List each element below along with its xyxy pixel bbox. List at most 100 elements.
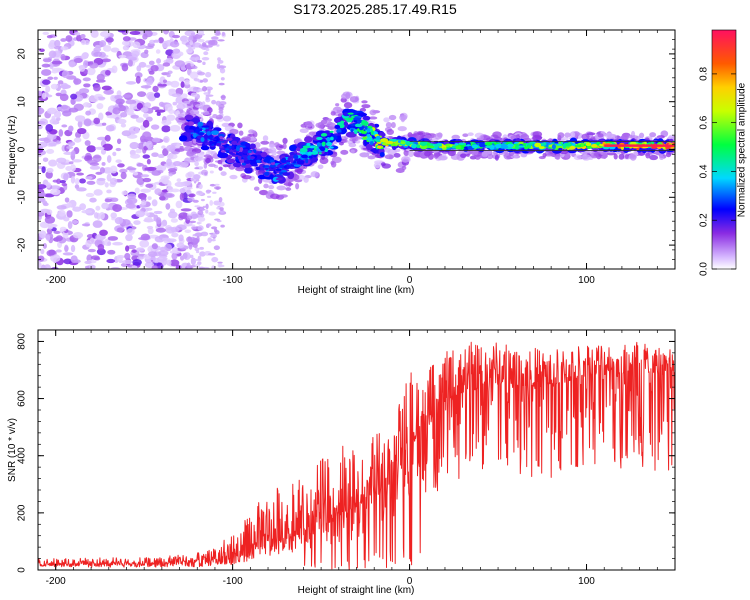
spectrogram-noise-blob — [220, 77, 225, 81]
spectrogram-halo-blob — [229, 128, 239, 135]
spectrogram-noise-blob — [144, 261, 155, 268]
spectrogram-ridge-base — [379, 151, 385, 157]
spectrogram-noise-blob — [209, 200, 214, 206]
spectrogram-noise-blob — [45, 234, 51, 242]
spectrogram-noise-blob — [121, 190, 128, 196]
spectrogram-noise-blob — [125, 234, 133, 242]
spectrogram-noise-blob — [220, 94, 226, 101]
spectrogram-noise-blob — [64, 197, 70, 203]
spectrogram-noise-blob — [126, 107, 134, 116]
spectrogram-ridge-core — [484, 141, 493, 146]
spectrogram-noise-blob — [45, 182, 51, 189]
spectrogram-halo-blob — [573, 154, 582, 161]
spectrogram-noise-blob — [126, 167, 137, 171]
spectrogram-ridge-base — [260, 151, 268, 158]
spectrogram-noise-blob — [139, 239, 150, 248]
spectrogram-noise-blob — [99, 40, 107, 48]
spectrogram-halo-blob — [330, 160, 335, 166]
spectrogram-noise-blob — [66, 202, 72, 208]
spectrogram-noise-blob — [207, 237, 212, 244]
spectrogram-noise-blob — [68, 161, 74, 165]
spectrogram-halo-blob — [349, 96, 359, 103]
spectrogram-noise-blob — [99, 211, 105, 220]
spectrogram-noise-blob — [185, 186, 193, 190]
spectrogram-noise-blob — [192, 86, 198, 93]
spectrogram-noise-blob — [215, 100, 222, 106]
spectrogram-ridge-base — [200, 145, 210, 151]
spectrogram-noise-blob — [165, 203, 171, 210]
spectrogram-halo-blob — [447, 149, 456, 157]
spectrogram-halo-blob — [613, 153, 618, 160]
spectrogram-halo-blob — [403, 149, 410, 157]
spectrogram-ridge-core — [437, 143, 442, 147]
spectrogram-noise-blob — [147, 93, 156, 102]
spectrogram-halo-blob — [238, 130, 244, 136]
spectrogram-noise-blob — [70, 255, 78, 264]
spectrogram-noise-blob — [50, 188, 61, 196]
spectrogram-halo-blob — [384, 147, 391, 153]
spectrogram-halo-blob — [195, 156, 205, 161]
spectrogram-noise-blob — [90, 255, 100, 260]
spectrogram-ridge-core — [523, 146, 531, 149]
spectrogram-noise-blob — [220, 224, 225, 228]
spectrogram-noise-blob — [89, 197, 97, 203]
spectrogram-halo-blob — [248, 129, 255, 134]
spectrogram-noise-blob — [220, 171, 227, 176]
spectrogram-ridge-core — [209, 138, 217, 141]
spectrogram-ridge-core — [283, 165, 287, 169]
spectrogram-ridge-core — [451, 145, 456, 149]
spectrogram-noise-blob — [164, 103, 173, 112]
spectrogram-noise-blob — [189, 57, 197, 61]
spectrogram-halo-blob — [393, 153, 401, 158]
spectrogram-noise-blob — [46, 133, 57, 140]
spectrogram-ridge-core — [201, 125, 210, 128]
spectrogram-noise-blob — [179, 187, 186, 194]
spectrogram-halo-blob — [467, 132, 474, 136]
spectrogram-ridge-core — [307, 148, 315, 151]
colorbar-axis: 0.0 0.2 0.4 0.6 0.8 — [699, 67, 736, 276]
spectrogram-noise-blob — [115, 159, 122, 164]
spectrogram-halo-blob — [199, 106, 207, 110]
chart-title: S173.2025.285.17.49.R15 — [293, 1, 457, 17]
spectrogram-noise-blob — [196, 59, 203, 63]
spectrogram-ridge-core — [370, 130, 374, 136]
spectrogram-noise-blob — [50, 254, 61, 263]
spectrogram-ridge-core — [441, 147, 447, 150]
spectrogram-noise-blob — [199, 246, 205, 250]
spectrogram-y-tick-label: 0 — [17, 146, 28, 152]
spectrogram-noise-blob — [131, 249, 137, 253]
spectrogram-noise-blob — [211, 256, 219, 263]
spectrogram-noise-blob — [104, 198, 113, 203]
spectrogram-noise-blob — [215, 30, 221, 36]
colorbar-tick-label: 0.0 — [699, 262, 710, 276]
spectrogram-ridge-base — [362, 115, 371, 121]
spectrogram-noise-blob — [84, 260, 92, 265]
spectrogram-noise-blob — [56, 205, 67, 210]
spectrogram-noise-blob — [218, 197, 223, 203]
spectrogram-halo-blob — [263, 183, 269, 189]
spectrogram-ridge-core — [316, 142, 321, 148]
spectrogram-x-tick-label: 0 — [407, 275, 413, 286]
spectrogram-noise-blob — [96, 103, 104, 110]
spectrogram-noise-blob — [136, 162, 144, 167]
spectrogram-noise-blob — [80, 34, 86, 39]
spectrogram-noise-blob — [40, 266, 48, 269]
spectrogram-ridge-core — [325, 141, 333, 147]
spectrogram-noise-blob — [83, 118, 92, 127]
spectrogram-noise-blob — [53, 110, 62, 118]
spectrogram-halo-blob — [618, 153, 625, 160]
spectrogram-ridge-base — [365, 143, 373, 151]
spectrogram-halo-blob — [348, 142, 357, 148]
spectrogram-noise-blob — [117, 30, 127, 33]
spectrogram-noise-blob — [45, 123, 54, 132]
spectrogram-noise-blob — [197, 210, 204, 216]
spectrogram-noise-blob — [116, 255, 125, 259]
spectrogram-noise-blob — [110, 94, 116, 102]
spectrogram-noise-blob — [114, 216, 124, 225]
spectrogram-noise-blob — [201, 42, 207, 47]
spectrogram-ridge-core — [321, 132, 328, 137]
spectrogram-noise-blob — [151, 243, 158, 250]
spectrogram-halo-blob — [621, 133, 629, 141]
spectrogram-noise-blob — [161, 257, 167, 266]
spectrogram-noise-blob — [186, 262, 191, 269]
